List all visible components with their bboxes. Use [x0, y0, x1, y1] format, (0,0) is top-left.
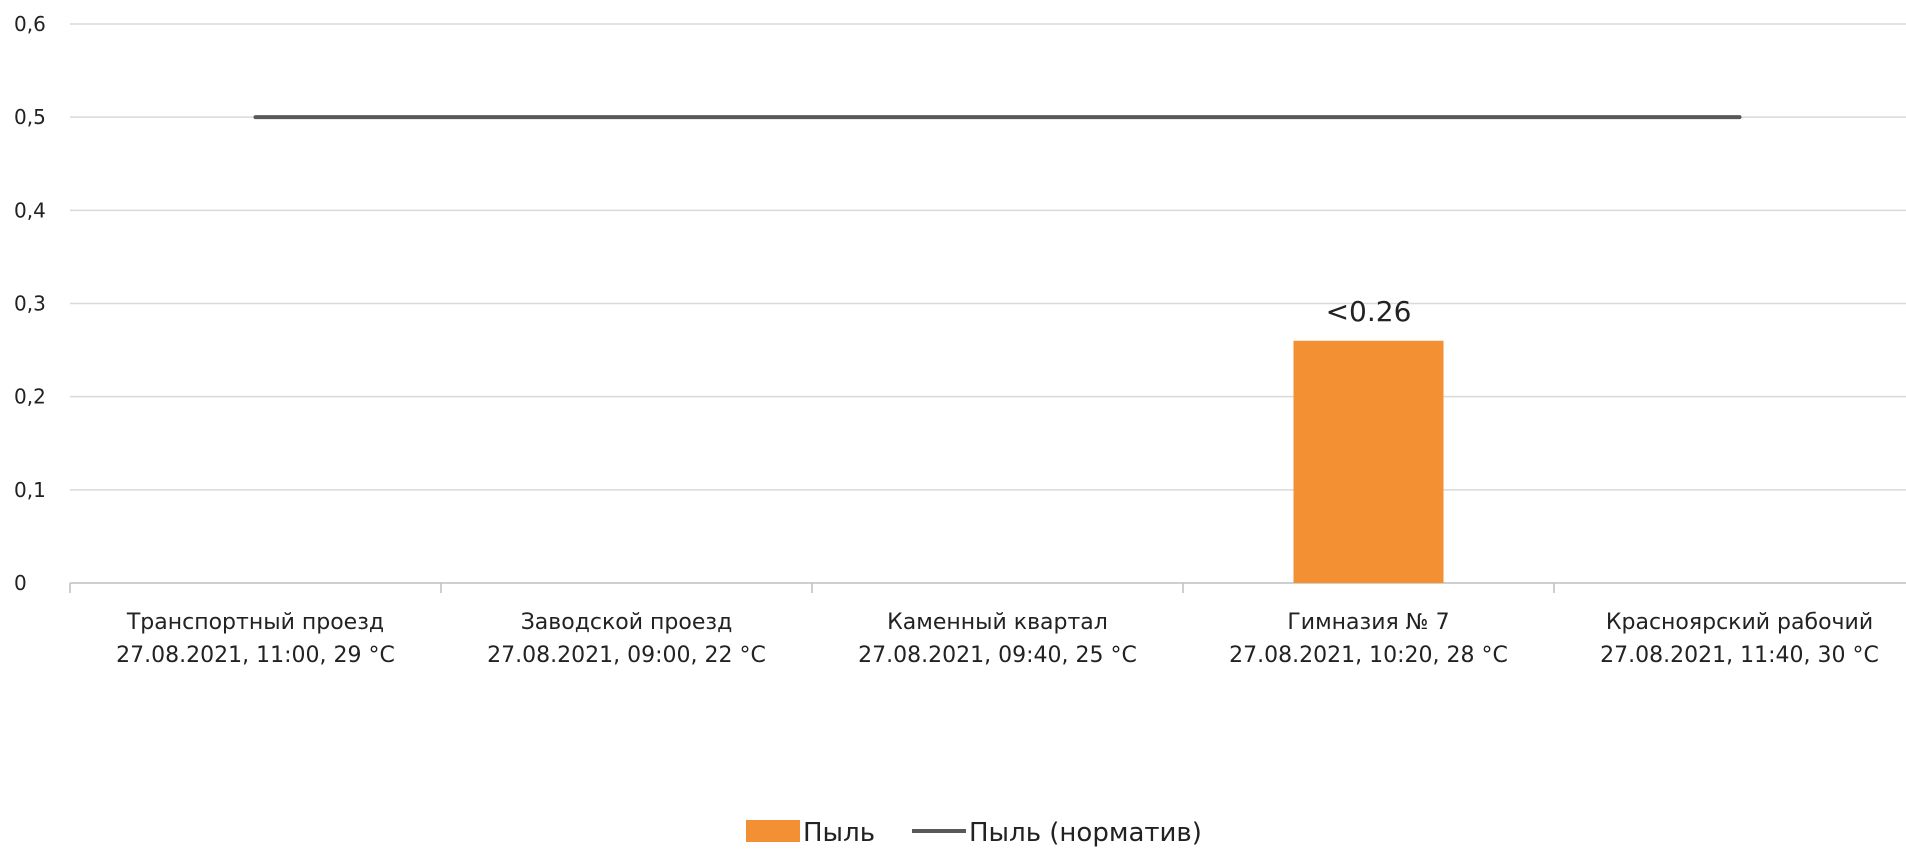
bar-dust [1293, 340, 1444, 583]
legend-swatch-bar [746, 820, 800, 842]
category-label: Каменный квартал [887, 610, 1108, 635]
y-tick-label: 0,5 [14, 105, 46, 129]
data-labels: <0.26 [1326, 295, 1412, 328]
category-detail: 27.08.2021, 09:00, 22 °C [487, 643, 766, 668]
category-detail: 27.08.2021, 11:00, 29 °C [116, 643, 395, 668]
legend-label-dust: Пыль [803, 818, 875, 848]
y-tick-label: 0,3 [14, 292, 46, 316]
legend-label-norm: Пыль (норматив) [969, 818, 1202, 848]
category-label: Заводской проезд [521, 610, 733, 635]
y-tick-label: 0,2 [14, 385, 46, 409]
y-tick-label: 0,6 [14, 12, 46, 36]
bar-series [1293, 340, 1444, 583]
x-axis [69, 582, 1906, 593]
category-labels: Транспортный проезд 27.08.2021, 11:00, 29… [116, 610, 1879, 668]
category-detail: 27.08.2021, 11:40, 30 °C [1600, 643, 1879, 668]
y-axis-ticks: 0 0,1 0,2 0,3 0,4 0,5 0,6 [14, 12, 46, 595]
y-tick-label: 0,1 [14, 478, 46, 502]
category-label: Транспортный проезд [126, 610, 384, 635]
y-tick-label: 0 [14, 571, 27, 595]
data-label: <0.26 [1326, 295, 1412, 328]
category-label: Гимназия № 7 [1287, 610, 1449, 635]
category-detail: 27.08.2021, 10:20, 28 °C [1229, 643, 1508, 668]
y-tick-label: 0,4 [14, 198, 46, 222]
category-detail: 27.08.2021, 09:40, 25 °C [858, 643, 1137, 668]
gridlines [70, 23, 1906, 491]
category-label: Красноярский рабочий [1606, 610, 1873, 635]
legend: Пыль Пыль (норматив) [746, 818, 1202, 848]
